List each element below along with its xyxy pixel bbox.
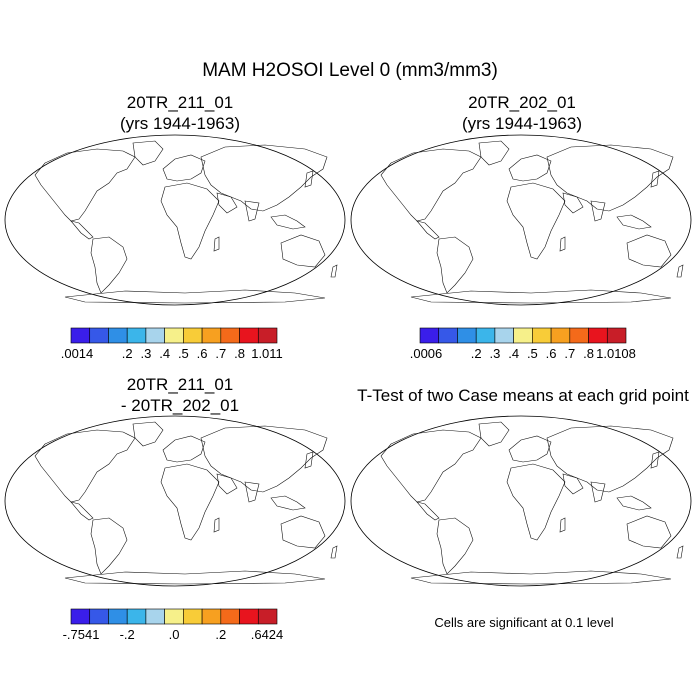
colorbar-tick-label: .6424 <box>250 627 284 642</box>
colorbar-tick-label: .0014 <box>60 346 94 361</box>
colorbar-tick-label: .2 <box>215 627 227 642</box>
map-panel-difference <box>4 415 346 587</box>
panel-2-title-line1: 20TR_202_01 <box>468 93 576 112</box>
significance-note: Cells are significant at 0.1 level <box>434 615 614 630</box>
colorbar-tick-label: .4 <box>508 346 520 361</box>
colorbar-tick-label: .7 <box>564 346 576 361</box>
panel-1-title: 20TR_211_01 (yrs 1944-1963) <box>60 92 300 134</box>
colorbar-tick-label: 1.0108 <box>596 346 636 361</box>
panel-1-title-line1: 20TR_211_01 <box>126 93 234 112</box>
colorbar-case2 <box>419 327 627 344</box>
panel-3-title-line2: - 20TR_202_01 <box>120 396 240 415</box>
colorbar-tick-label: .0 <box>168 627 180 642</box>
panel-1-title-line2: (yrs 1944-1963) <box>119 114 240 133</box>
panel-4-title: T-Test of two Case means at each grid po… <box>357 386 689 405</box>
colorbar-tick-label: .3 <box>140 346 152 361</box>
colorbar-tick-label: .3 <box>489 346 501 361</box>
colorbar-tick-label: .6 <box>196 346 208 361</box>
panel-3-title-line1: 20TR_211_01 <box>126 375 234 394</box>
map-panel-ttest <box>350 415 692 587</box>
map-panel-case2 <box>350 134 692 306</box>
colorbar-tick-label: 1.011 <box>251 346 283 361</box>
colorbar-tick-label: .2 <box>470 346 482 361</box>
panel-3-title: 20TR_211_01 - 20TR_202_01 <box>60 374 300 416</box>
panel-2-title: 20TR_202_01 (yrs 1944-1963) <box>402 92 642 134</box>
colorbar-tick-label: .5 <box>526 346 538 361</box>
colorbar-difference <box>70 608 278 625</box>
panel-2-title-line2: (yrs 1944-1963) <box>461 114 582 133</box>
figure-title: MAM H2OSOI Level 0 (mm3/mm3) <box>202 60 498 81</box>
colorbar-tick-label: .8 <box>234 346 245 361</box>
colorbar-tick-label: .0006 <box>409 346 443 361</box>
colorbar-tick-label: -.7541 <box>62 627 100 642</box>
colorbar-tick-label: .7 <box>215 346 227 361</box>
colorbar-case1 <box>70 327 278 344</box>
colorbar-tick-label: .6 <box>545 346 557 361</box>
colorbar-tick-label: .2 <box>121 346 133 361</box>
map-panel-case1 <box>4 134 346 306</box>
colorbar-tick-label: .5 <box>177 346 189 361</box>
colorbar-tick-label: -.2 <box>119 627 135 642</box>
colorbar-tick-label: .4 <box>159 346 171 361</box>
colorbar-tick-label: .8 <box>583 346 594 361</box>
